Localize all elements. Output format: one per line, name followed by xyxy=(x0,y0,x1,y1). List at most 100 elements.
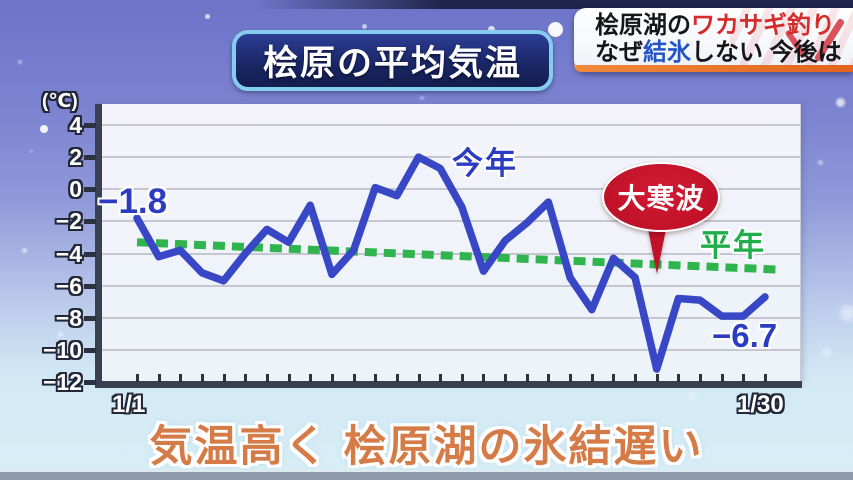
x-axis-tick xyxy=(330,374,334,382)
x-axis-tick xyxy=(547,374,551,382)
snow-dot xyxy=(30,150,33,153)
x-axis-tick xyxy=(244,374,248,382)
x-axis-tick xyxy=(352,374,356,382)
snow-dot xyxy=(18,60,22,64)
x-axis-tick xyxy=(612,374,616,382)
x-axis-tick xyxy=(742,374,746,382)
x-axis-tick xyxy=(136,374,139,382)
banner-underline xyxy=(574,65,853,72)
news-headline-banner: 桧原湖のワカサギ釣り なぜ結氷しない 今後は xyxy=(574,8,853,72)
this-year-series-label: 今年 xyxy=(452,146,518,181)
gridline xyxy=(100,220,800,223)
banner-line2-suffix: しない 今後は xyxy=(691,39,842,66)
x-axis-tick xyxy=(222,374,226,382)
x-axis-tick xyxy=(374,374,378,382)
x-axis-tick xyxy=(504,374,508,382)
x-axis-tick xyxy=(395,374,399,382)
cold-wave-callout: 大寒波 xyxy=(602,162,720,232)
snow-dot xyxy=(836,98,845,107)
normal-year-dashed-line xyxy=(136,238,779,274)
y-axis-label: −6 xyxy=(55,272,82,299)
banner-headline-2: なぜ結氷しない 今後は xyxy=(595,39,842,66)
bottom-strip xyxy=(0,470,853,480)
y-axis-tick xyxy=(84,283,96,289)
snow-dot xyxy=(548,22,563,37)
snow-dot xyxy=(818,160,823,165)
y-axis-label: −2 xyxy=(55,208,82,235)
bottom-caption: 気温高く 桧原湖の氷結遅い xyxy=(149,423,704,471)
y-axis-label: −10 xyxy=(42,336,82,363)
gridline xyxy=(100,316,800,319)
banner-line2-prefix: なぜ xyxy=(595,39,643,66)
y-axis-label: 2 xyxy=(69,144,82,171)
x-axis-tick xyxy=(482,374,486,382)
y-axis-tick xyxy=(84,155,96,161)
last-value-label: −6.7 xyxy=(712,317,778,354)
y-axis-tick xyxy=(84,251,96,257)
y-axis-line xyxy=(95,104,102,388)
y-axis-tick xyxy=(84,315,96,321)
chart-title-badge: 桧原の平均気温 xyxy=(232,30,553,91)
snow-dot xyxy=(822,348,831,357)
top-dark-strip xyxy=(0,0,853,9)
y-axis-unit: (℃) xyxy=(42,91,78,112)
y-axis-tick xyxy=(84,219,96,225)
x-axis-end-label: 1/30 xyxy=(737,391,784,418)
normal-year-series-label: 平年 xyxy=(700,228,766,263)
x-axis-tick xyxy=(569,374,573,382)
snow-dot xyxy=(362,24,367,29)
y-axis-label: −8 xyxy=(55,304,82,331)
x-axis-tick xyxy=(157,374,161,382)
y-axis-tick xyxy=(84,347,96,353)
x-axis-tick xyxy=(287,374,291,382)
banner-line1-prefix: 桧原湖の xyxy=(595,12,691,39)
snow-dot xyxy=(688,392,697,401)
y-axis-label: −12 xyxy=(42,369,82,395)
snow-dot xyxy=(488,26,495,33)
x-axis-tick xyxy=(309,374,313,382)
first-value-label: −1.8 xyxy=(98,182,168,221)
x-axis-tick xyxy=(764,374,767,382)
x-axis-tick xyxy=(655,374,659,382)
chart-title-text: 桧原の平均気温 xyxy=(262,44,522,83)
x-axis-tick xyxy=(179,374,183,382)
banner-line1-highlight: ワカサギ釣り xyxy=(691,12,835,39)
y-axis-label: 4 xyxy=(69,112,82,138)
snow-dot xyxy=(22,248,27,253)
x-axis-tick xyxy=(634,374,638,382)
gridline xyxy=(100,284,800,287)
x-axis-tick xyxy=(590,374,594,382)
cold-wave-callout-text: 大寒波 xyxy=(617,183,705,214)
y-axis-label: −4 xyxy=(55,240,82,267)
chart-lines-canvas xyxy=(133,153,779,373)
gridline xyxy=(100,348,800,351)
x-axis-tick xyxy=(265,374,269,382)
y-axis-tick xyxy=(84,187,96,193)
gridline xyxy=(100,124,800,126)
x-axis-tick xyxy=(200,374,204,382)
banner-line2-highlight: 結氷 xyxy=(643,39,691,66)
y-axis-label: 0 xyxy=(69,176,82,203)
snow-dot xyxy=(205,14,210,19)
snow-dot xyxy=(75,215,79,219)
x-axis-tick xyxy=(460,374,464,382)
cold-wave-callout-tail xyxy=(647,224,667,274)
y-axis-tick xyxy=(84,123,96,128)
snow-dot xyxy=(420,96,424,100)
this-year-line xyxy=(133,153,769,373)
gridline xyxy=(100,156,800,159)
x-axis-line xyxy=(95,381,802,388)
snow-dot xyxy=(840,305,853,321)
x-axis-tick xyxy=(720,374,724,382)
snow-dot xyxy=(40,125,48,133)
x-axis-tick xyxy=(677,374,681,382)
x-axis-tick xyxy=(699,374,703,382)
y-axis-tick xyxy=(84,380,96,385)
x-axis-start-label: 1/1 xyxy=(112,391,146,418)
x-axis-tick xyxy=(417,374,421,382)
x-axis-tick xyxy=(439,374,443,382)
banner-headline-1: 桧原湖のワカサギ釣り xyxy=(595,12,835,39)
x-axis-tick xyxy=(525,374,529,382)
snow-dot xyxy=(58,332,63,337)
